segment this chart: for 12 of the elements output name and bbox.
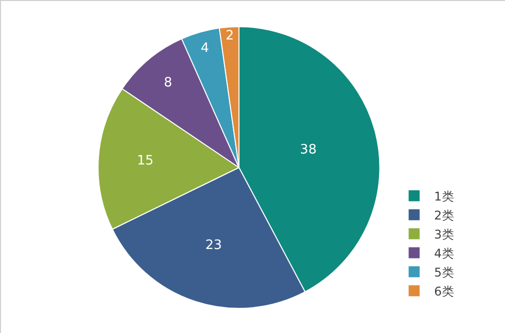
data-label: 2 (226, 28, 234, 44)
data-label: 38 (300, 142, 317, 158)
data-label: 23 (205, 238, 222, 253)
legend-label: 4类 (434, 246, 454, 260)
data-label: 8 (164, 75, 172, 90)
data-label: 15 (137, 153, 154, 168)
legend-label: 5类 (434, 265, 454, 280)
legend-label: 1类 (434, 189, 454, 204)
legend-label: 6类 (434, 284, 454, 298)
legend-label: 3类 (434, 227, 454, 242)
legend-label: 2类 (434, 208, 454, 222)
data-label: 4 (200, 41, 210, 56)
